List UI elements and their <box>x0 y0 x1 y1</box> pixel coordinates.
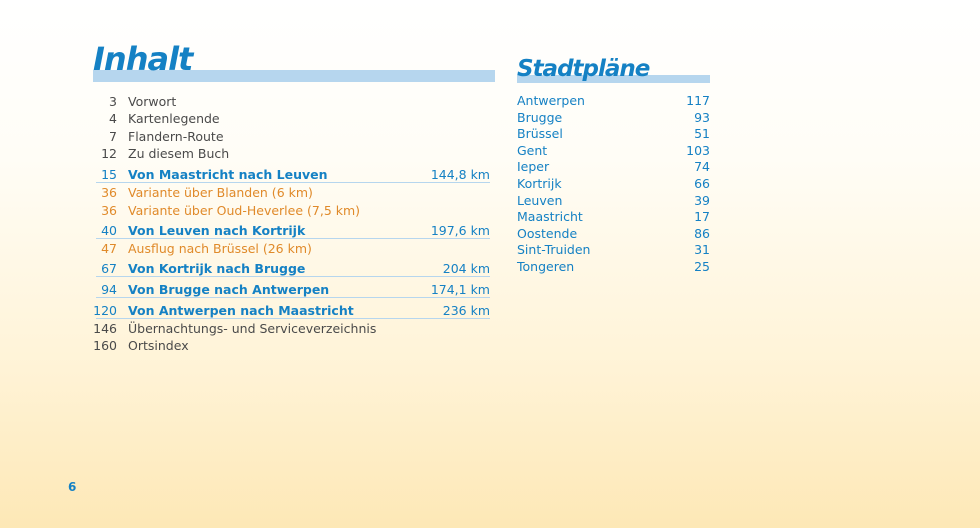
city-map-entry[interactable]: Gent 103 <box>517 143 710 159</box>
city-maps-underline-bar <box>517 75 710 83</box>
city-name: Tongeren <box>517 259 575 274</box>
entry-distance: 174,1 km <box>430 282 490 297</box>
city-map-entry[interactable]: Leuven 39 <box>517 193 710 209</box>
city-name: Ieper <box>517 159 550 175</box>
toc-entry[interactable]: 36 Variante über Oud-Heverlee (7,5 km) <box>93 202 490 220</box>
city-map-entry[interactable]: Sint-Truiden 31 <box>517 242 710 258</box>
entry-title: Von Antwerpen nach Maastricht <box>128 303 354 318</box>
entry-underline <box>96 297 490 298</box>
entry-title: Von Kortrijk nach Brugge <box>128 261 306 276</box>
toc-entry[interactable]: 146 Übernachtungs- und Serviceverzeichnis <box>93 320 490 338</box>
city-page: 93 <box>694 109 710 125</box>
entry-page: 160 <box>93 338 117 353</box>
entry-page: 36 <box>101 203 117 218</box>
entry-title: Übernachtungs- und Serviceverzeichnis <box>128 321 377 336</box>
city-map-entry[interactable]: Kortrijk 66 <box>517 176 710 192</box>
entry-page: 4 <box>109 111 117 126</box>
city-page: 51 <box>694 126 710 142</box>
entry-distance: 197,6 km <box>430 223 490 238</box>
toc-entry[interactable]: 47 Ausflug nach Brüssel (26 km) <box>93 240 490 258</box>
city-page: 39 <box>694 192 710 208</box>
toc-entry[interactable]: 36 Variante über Blanden (6 km) <box>93 184 490 202</box>
toc-entry[interactable]: 4 Kartenlegende <box>93 110 490 128</box>
city-map-entry[interactable]: Brüssel 51 <box>517 126 710 142</box>
city-page: 31 <box>694 242 710 258</box>
city-name: Brüssel <box>517 126 563 142</box>
city-map-entry[interactable]: Antwerpen 117 <box>517 93 710 109</box>
entry-page: 120 <box>93 303 117 318</box>
entry-title: Von Maastricht nach Leuven <box>128 167 328 182</box>
entry-title: Von Leuven nach Kortrijk <box>128 223 306 238</box>
entry-page: 7 <box>109 129 117 144</box>
city-name: Kortrijk <box>517 176 562 191</box>
entry-underline <box>96 182 490 183</box>
city-page: 86 <box>694 225 710 241</box>
entry-title: Variante über Blanden (6 km) <box>128 185 313 200</box>
city-page: 103 <box>686 142 710 158</box>
entry-page: 12 <box>101 146 117 161</box>
page-number: 6 <box>68 480 77 494</box>
city-page: 74 <box>694 159 710 175</box>
entry-distance: 144,8 km <box>430 167 490 182</box>
city-name: Gent <box>517 142 548 158</box>
city-name: Sint-Truiden <box>517 242 591 258</box>
toc-entry[interactable]: 120 Von Antwerpen nach Maastricht 236 km <box>93 302 490 320</box>
city-map-entry[interactable]: Ieper 74 <box>517 159 710 175</box>
city-map-entry[interactable]: Oostende 86 <box>517 226 710 242</box>
entry-page: 36 <box>101 185 117 200</box>
city-map-entry[interactable]: Maastricht 17 <box>517 209 710 225</box>
city-maps-title: Stadtpläne <box>517 56 650 82</box>
city-map-entry[interactable]: Brugge 93 <box>517 110 710 126</box>
entry-page: 94 <box>101 282 117 297</box>
entry-title: Von Brugge nach Antwerpen <box>128 282 330 297</box>
toc-entry[interactable]: 40 Von Leuven nach Kortrijk 197,6 km <box>93 222 490 240</box>
entry-page: 15 <box>101 167 117 182</box>
city-map-entry[interactable]: Tongeren 25 <box>517 259 710 275</box>
city-page: 17 <box>694 209 710 225</box>
toc-entry[interactable]: 12 Zu diesem Buch <box>93 145 490 163</box>
entry-distance: 236 km <box>442 303 490 318</box>
city-page: 25 <box>694 259 710 274</box>
toc-entry[interactable]: 67 Von Kortrijk nach Brugge 204 km <box>93 260 490 278</box>
entry-underline <box>96 318 490 319</box>
contents-title: Inhalt <box>93 40 193 78</box>
city-name: Antwerpen <box>517 93 585 108</box>
city-page: 117 <box>686 93 710 108</box>
entry-page: 146 <box>93 321 117 336</box>
entry-page: 47 <box>101 241 117 256</box>
toc-entry[interactable]: 7 Flandern-Route <box>93 128 490 146</box>
toc-entry[interactable]: 160 Ortsindex <box>93 337 490 355</box>
entry-distance: 204 km <box>442 261 490 276</box>
city-name: Maastricht <box>517 209 583 225</box>
city-name: Oostende <box>517 225 578 241</box>
entry-title: Ortsindex <box>128 338 189 353</box>
toc-entry[interactable]: 94 Von Brugge nach Antwerpen 174,1 km <box>93 281 490 299</box>
entry-page: 3 <box>109 94 117 109</box>
toc-entry[interactable]: 15 Von Maastricht nach Leuven 144,8 km <box>93 166 490 184</box>
entry-title: Variante über Oud-Heverlee (7,5 km) <box>128 203 361 218</box>
entry-title: Zu diesem Buch <box>128 146 230 161</box>
city-page: 66 <box>694 176 710 191</box>
entry-page: 67 <box>101 261 117 276</box>
entry-page: 40 <box>101 223 117 238</box>
entry-underline <box>96 238 490 239</box>
entry-title: Kartenlegende <box>128 111 220 126</box>
toc-entry[interactable]: 3 Vorwort <box>93 93 490 111</box>
entry-underline <box>96 276 490 277</box>
city-name: Leuven <box>517 192 563 208</box>
entry-title: Vorwort <box>128 94 177 109</box>
city-name: Brugge <box>517 109 563 125</box>
entry-title: Flandern-Route <box>128 129 224 144</box>
entry-title: Ausflug nach Brüssel (26 km) <box>128 241 312 256</box>
title-underline-bar <box>93 70 495 82</box>
